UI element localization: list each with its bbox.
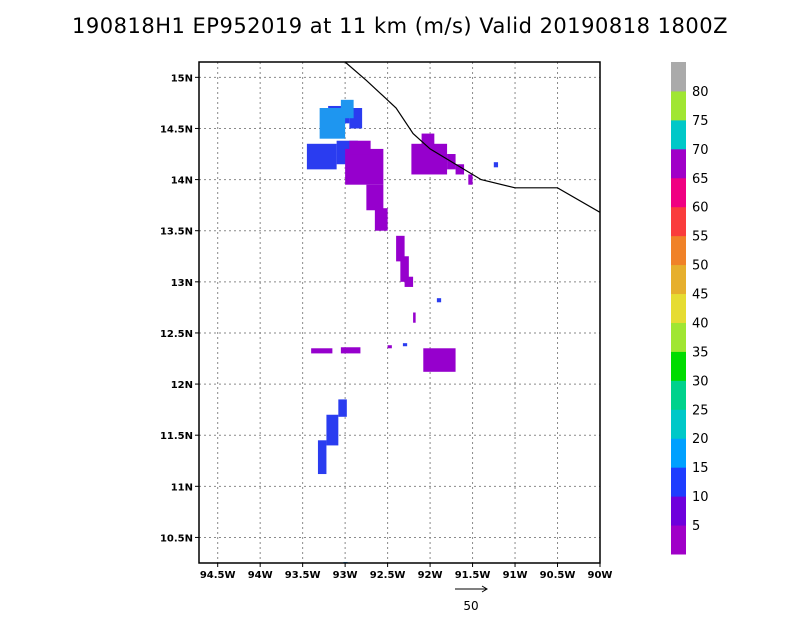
colorbar-label: 80 [692, 85, 709, 100]
coastline-line [344, 62, 600, 213]
x-tick-label: 91.5W [455, 570, 491, 581]
colorbar-segment [671, 293, 686, 323]
x-axis-ticks: 94.5W 94W 93.5W 93W 92.5W 92W 91.5W 91W 90.5W 90W [200, 563, 613, 581]
wind-cell [421, 133, 435, 149]
wind-cell [338, 399, 347, 417]
wind-cell [400, 256, 409, 282]
y-tick-label: 13.5N [160, 227, 193, 238]
colorbar-segment [671, 409, 686, 439]
reference-arrowhead [481, 585, 488, 593]
plot-background [199, 62, 600, 563]
y-tick-label: 14.5N [160, 124, 193, 135]
colorbar-label: 30 [692, 374, 709, 389]
plot-area [199, 62, 600, 563]
x-tick-label: 94.5W [200, 570, 236, 581]
x-tick-label: 93.5W [285, 570, 321, 581]
plot-frame [198, 61, 601, 564]
y-tick-label: 10.5N [160, 533, 193, 544]
y-axis-ticks: 10.5N 11N 11.5N 12N 12.5N 13N 13.5N 14N 14.5N 15N [160, 73, 199, 544]
colorbar-label: 35 [692, 345, 709, 360]
wind-cell [340, 347, 361, 354]
wind-cell [493, 162, 499, 168]
colorbar-segment [671, 351, 686, 381]
wind-cell [413, 312, 416, 323]
x-tick-label: 90.5W [540, 570, 576, 581]
colorbar-segment [671, 467, 686, 497]
colorbar-segment [671, 322, 686, 352]
wind-cell [349, 140, 371, 155]
wind-cell [404, 276, 414, 287]
wind-cell [326, 414, 339, 446]
colorbar-segment [671, 206, 686, 237]
colorbar-segment [671, 148, 686, 179]
colorbar-label: 5 [692, 519, 700, 534]
colorbar-label: 20 [692, 432, 709, 447]
colorbar-label: 70 [692, 143, 709, 158]
colorbar-label: 55 [692, 230, 709, 245]
colorbar-segment [671, 235, 686, 266]
coastline [344, 62, 600, 213]
wind-cell [423, 348, 456, 372]
y-tick-label: 11.5N [160, 431, 193, 442]
chart-title: 190818H1 EP952019 at 11 km (m/s) Valid 2… [72, 14, 728, 38]
colorbar-label: 10 [692, 490, 709, 505]
y-tick-label: 11N [171, 482, 193, 493]
wind-cell [340, 99, 354, 119]
colorbar: 5 10 15 20 25 30 35 40 45 50 55 60 65 70 75 80 [671, 62, 709, 555]
colorbar-segment [671, 177, 686, 208]
wind-cell [436, 298, 442, 303]
colorbar-segment [671, 525, 686, 555]
colorbar-segment [671, 496, 686, 526]
colorbar-segment [671, 380, 686, 410]
x-tick-label: 90W [588, 570, 613, 581]
colorbar-segment [671, 438, 686, 468]
colorbar-label: 75 [692, 114, 709, 129]
wind-cell [396, 235, 405, 262]
wind-cell [311, 348, 333, 354]
wind-cell [374, 208, 388, 231]
x-tick-label: 91W [503, 570, 528, 581]
colorbar-label: 40 [692, 316, 709, 331]
wind-cell [366, 184, 384, 211]
colorbar-segment [671, 62, 686, 92]
wind-cell [319, 108, 346, 139]
colorbar-label: 45 [692, 288, 709, 303]
colorbar-segment [671, 119, 686, 150]
reference-vector: 50 [455, 585, 488, 613]
plot-border [198, 61, 601, 564]
colorbar-label: 25 [692, 403, 709, 418]
reference-label: 50 [463, 599, 478, 613]
colorbar-segment [671, 264, 686, 295]
colorbar-label: 60 [692, 201, 709, 216]
wind-cell [345, 148, 384, 185]
y-tick-label: 15N [171, 73, 193, 84]
y-tick-label: 12N [171, 380, 193, 391]
wind-cell [306, 143, 337, 170]
colorbar-label: 15 [692, 461, 709, 476]
wind-cell [468, 174, 473, 185]
colorbar-label: 65 [692, 172, 709, 187]
wind-cell [455, 164, 465, 175]
y-tick-label: 12.5N [160, 329, 193, 340]
colorbar-segment [671, 90, 686, 121]
colorbar-label: 50 [692, 259, 709, 274]
x-tick-label: 93W [333, 570, 358, 581]
wind-cell [387, 345, 392, 349]
x-tick-label: 92.5W [370, 570, 406, 581]
wind-regions [306, 99, 499, 563]
x-tick-label: 92W [418, 570, 443, 581]
wind-cell [317, 440, 327, 475]
y-tick-label: 14N [171, 176, 193, 187]
wind-cell [402, 343, 408, 347]
y-tick-label: 13N [171, 278, 193, 289]
x-tick-label: 94W [248, 570, 273, 581]
